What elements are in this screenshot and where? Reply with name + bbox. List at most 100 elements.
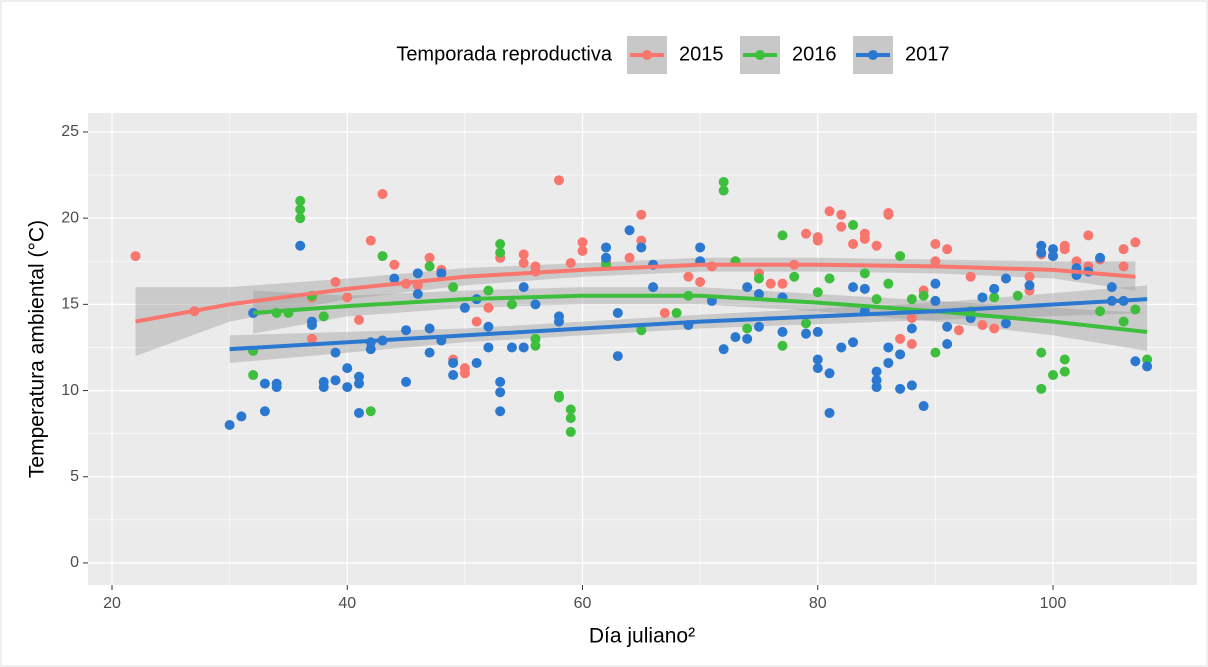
point [483,285,494,296]
legend-dot [642,50,652,60]
point [812,235,823,246]
point [895,333,906,344]
point [753,289,764,300]
point [718,344,729,355]
point [1106,282,1117,293]
point [459,302,470,313]
point [624,225,635,236]
point [801,228,812,239]
point [777,340,788,351]
point [565,413,576,424]
y-tick-label: 15 [61,296,79,313]
point [930,256,941,267]
point [471,316,482,327]
point [636,209,647,220]
point [342,363,353,374]
point [636,242,647,253]
point [824,206,835,217]
y-tick-label: 5 [70,468,79,485]
legend-dot [755,50,765,60]
point [765,278,776,289]
point [601,242,612,253]
point [1095,306,1106,317]
point [1024,280,1035,291]
point [342,292,353,303]
point [683,271,694,282]
point [1012,290,1023,301]
point [871,294,882,305]
point [977,292,988,303]
point [742,333,753,344]
point [365,344,376,355]
point [412,289,423,300]
point [695,242,706,253]
point [295,204,306,215]
point [824,273,835,284]
point [1048,370,1059,381]
point [424,252,435,263]
point [753,321,764,332]
point [812,354,823,365]
x-tick-label: 100 [1040,595,1067,612]
legend-label: 2017 [905,43,950,65]
point [495,406,506,417]
point [871,240,882,251]
point [612,351,623,362]
point [424,347,435,358]
point [1048,251,1059,262]
point [906,313,917,324]
point [777,230,788,241]
point [448,282,459,293]
point [448,357,459,368]
point [553,316,564,327]
point [1071,256,1082,267]
point [1059,354,1070,365]
point [401,376,412,387]
point [377,189,388,200]
point [1118,316,1129,327]
point [836,221,847,232]
fit-line [135,262,1136,324]
point [930,347,941,358]
point [354,378,365,389]
point [518,282,529,293]
point [459,363,470,374]
legend-title: Temporada reproductiva [396,43,613,65]
legend-label: 2016 [792,43,837,65]
point [824,368,835,379]
point [495,239,506,250]
point [930,239,941,250]
point [365,235,376,246]
point [906,380,917,391]
point [848,220,859,231]
point [236,411,247,422]
x-axis-title: Día juliano² [589,625,695,648]
point [330,375,341,386]
point [859,268,870,279]
point [530,340,541,351]
point [789,271,800,282]
point [848,239,859,250]
point [895,383,906,394]
point [871,375,882,386]
point [812,326,823,337]
point [1083,230,1094,241]
point [695,276,706,287]
point [848,282,859,293]
point [942,321,953,332]
point [1095,252,1106,263]
legend-dot [868,50,878,60]
point [836,209,847,220]
point [824,407,835,418]
point [389,273,400,284]
point [848,337,859,348]
x-tick-label: 80 [809,595,827,612]
point [1024,271,1035,282]
point [965,271,976,282]
point [506,342,517,353]
point [530,299,541,310]
point [471,357,482,368]
point [718,176,729,187]
point [953,325,964,336]
point [1036,240,1047,251]
